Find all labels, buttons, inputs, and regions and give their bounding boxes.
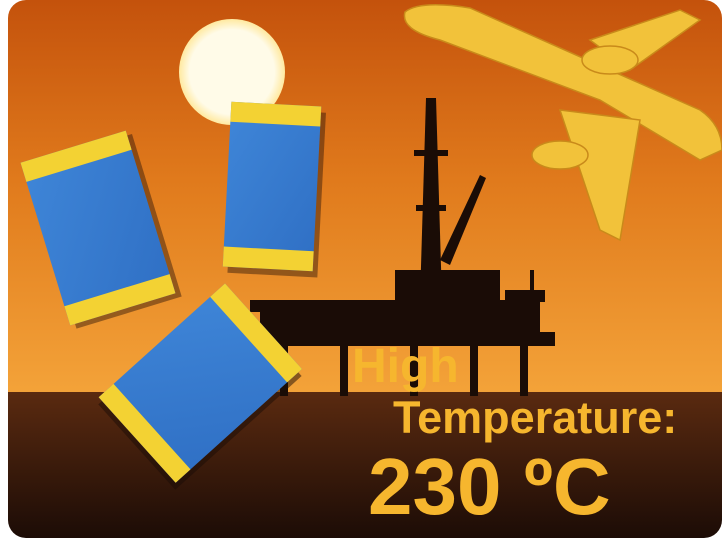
airplane bbox=[403, 4, 722, 242]
chip bbox=[20, 130, 182, 329]
headline-temperature: 230 ºC bbox=[368, 442, 611, 531]
oil-rig bbox=[250, 98, 555, 396]
chip bbox=[98, 283, 302, 490]
headline-line: High bbox=[352, 340, 459, 393]
sun bbox=[179, 19, 285, 125]
chip bbox=[222, 101, 326, 278]
headline-line: Temperature: bbox=[393, 392, 677, 443]
